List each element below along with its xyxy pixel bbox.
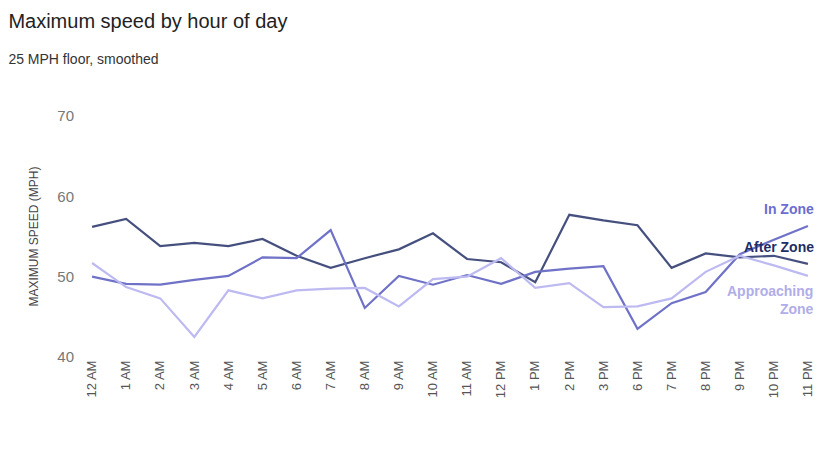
svg-text:MAXIMUM SPEED (MPH): MAXIMUM SPEED (MPH)	[27, 166, 41, 306]
svg-text:1 AM: 1 AM	[118, 361, 133, 391]
svg-text:7 PM: 7 PM	[664, 361, 679, 391]
svg-text:8 AM: 8 AM	[357, 361, 372, 391]
svg-text:40: 40	[57, 348, 74, 365]
svg-text:9 AM: 9 AM	[391, 361, 406, 391]
svg-text:ApproachingZone: ApproachingZone	[727, 283, 814, 317]
svg-text:3 AM: 3 AM	[187, 361, 202, 391]
svg-text:6 AM: 6 AM	[289, 361, 304, 391]
svg-text:50: 50	[57, 268, 74, 285]
svg-text:10 AM: 10 AM	[425, 361, 440, 398]
svg-text:8 PM: 8 PM	[698, 361, 713, 391]
svg-text:70: 70	[57, 107, 74, 124]
svg-text:9 PM: 9 PM	[732, 361, 747, 391]
svg-text:12 PM: 12 PM	[493, 361, 508, 399]
svg-text:11 AM: 11 AM	[459, 361, 474, 397]
svg-text:5 AM: 5 AM	[255, 361, 270, 391]
svg-text:3 PM: 3 PM	[596, 361, 611, 391]
svg-text:After Zone: After Zone	[744, 239, 814, 255]
svg-text:2 AM: 2 AM	[152, 361, 167, 391]
svg-text:25 MPH floor, smoothed: 25 MPH floor, smoothed	[8, 51, 158, 67]
svg-text:2 PM: 2 PM	[562, 361, 577, 391]
svg-text:60: 60	[57, 188, 74, 205]
svg-text:12 AM: 12 AM	[84, 361, 99, 398]
svg-text:4 AM: 4 AM	[221, 361, 236, 391]
svg-text:In Zone: In Zone	[764, 201, 814, 217]
svg-text:11 PM: 11 PM	[800, 361, 815, 398]
svg-text:6 PM: 6 PM	[630, 361, 645, 391]
svg-text:7 AM: 7 AM	[323, 361, 338, 391]
svg-text:Maximum speed by hour of day: Maximum speed by hour of day	[8, 10, 287, 32]
svg-text:1 PM: 1 PM	[527, 361, 542, 391]
svg-text:10 PM: 10 PM	[766, 361, 781, 399]
